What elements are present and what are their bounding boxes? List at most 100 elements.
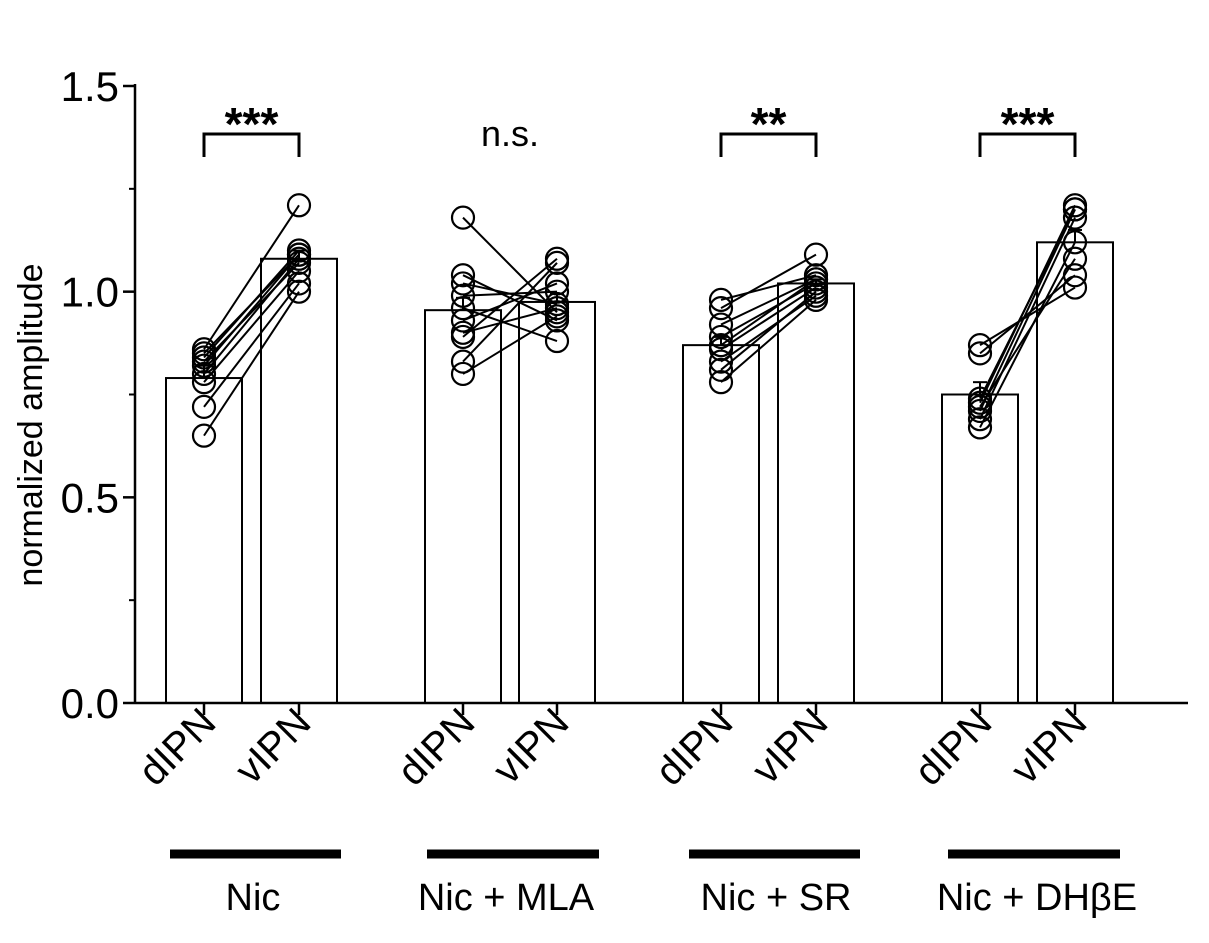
paired-line bbox=[462, 216, 558, 313]
x-tick-label: dIPN bbox=[130, 700, 224, 794]
group-label: Nic + MLA bbox=[418, 877, 595, 919]
data-point bbox=[544, 296, 570, 321]
data-point bbox=[450, 205, 476, 230]
y-axis-label: normalized amplitude bbox=[12, 263, 50, 586]
bar bbox=[518, 300, 596, 704]
data-point bbox=[450, 271, 476, 296]
data-point bbox=[286, 250, 312, 275]
data-point bbox=[450, 361, 476, 387]
paired-line bbox=[203, 262, 300, 363]
paired-line bbox=[203, 253, 300, 367]
paired-line bbox=[720, 286, 817, 351]
bars-layer bbox=[165, 228, 1114, 704]
x-tick-label: dIPN bbox=[389, 700, 483, 794]
x-tick-label: vIPN bbox=[485, 700, 577, 792]
paired-line bbox=[203, 282, 300, 408]
data-point bbox=[544, 279, 570, 304]
bar bbox=[941, 393, 1019, 704]
data-point bbox=[191, 394, 217, 419]
paired-line bbox=[462, 262, 558, 363]
data-point bbox=[1062, 263, 1088, 288]
data-point bbox=[450, 283, 476, 308]
data-point bbox=[286, 259, 312, 284]
significance-label: *** bbox=[1001, 98, 1055, 150]
y-tick-label: 0.5 bbox=[61, 474, 119, 521]
paired-line bbox=[462, 307, 558, 342]
data-point bbox=[803, 242, 829, 267]
paired-line bbox=[462, 257, 558, 338]
x-tick-label: vIPN bbox=[1003, 700, 1095, 792]
group-label: Nic + SR bbox=[701, 877, 852, 919]
points-layer bbox=[191, 193, 1088, 448]
annotations-layer: *** Nic n.s. Nic + MLA ** Nic + SR *** Nic + DH… bbox=[170, 98, 1137, 919]
data-point bbox=[191, 370, 217, 395]
data-point bbox=[450, 263, 476, 288]
paired-line bbox=[720, 282, 817, 338]
x-tick-label: dIPN bbox=[906, 700, 1000, 794]
data-point bbox=[708, 287, 734, 312]
data-point bbox=[450, 308, 476, 333]
data-point bbox=[967, 394, 993, 419]
paired-line bbox=[720, 290, 817, 371]
y-tick-label: 1.5 bbox=[61, 63, 119, 110]
group-label: Nic bbox=[226, 877, 281, 919]
data-point bbox=[544, 304, 570, 329]
paired-line bbox=[720, 294, 817, 363]
paired-line bbox=[979, 274, 1076, 355]
data-point bbox=[544, 328, 570, 354]
paired-lines-layer bbox=[203, 204, 1076, 437]
data-point bbox=[967, 386, 993, 411]
data-point bbox=[708, 333, 734, 358]
data-point bbox=[544, 271, 570, 296]
data-point bbox=[1062, 275, 1088, 300]
bar bbox=[260, 257, 338, 704]
data-point bbox=[708, 312, 734, 337]
significance-bracket bbox=[719, 132, 818, 157]
data-point bbox=[286, 279, 312, 304]
data-point bbox=[967, 333, 993, 358]
data-point bbox=[708, 296, 734, 321]
data-point bbox=[967, 341, 993, 366]
data-point bbox=[1062, 197, 1088, 222]
paired-line bbox=[979, 217, 1076, 420]
bar bbox=[777, 282, 855, 704]
paired-line bbox=[720, 278, 817, 326]
bar bbox=[165, 377, 243, 704]
data-point bbox=[286, 271, 312, 296]
data-point bbox=[450, 324, 476, 350]
paired-line bbox=[720, 299, 817, 383]
significance-bracket bbox=[978, 132, 1077, 157]
x-tick-label: vIPN bbox=[227, 700, 319, 792]
bar bbox=[424, 309, 502, 704]
paired-line bbox=[720, 274, 817, 301]
data-point bbox=[191, 361, 217, 387]
paired-line bbox=[979, 241, 1076, 428]
bar bbox=[1036, 241, 1114, 704]
group-label: Nic + DHβE bbox=[937, 877, 1137, 919]
data-point bbox=[1062, 230, 1088, 255]
data-point bbox=[708, 370, 734, 395]
data-point bbox=[803, 279, 829, 304]
x-tick-label: vIPN bbox=[744, 700, 836, 792]
paired-line bbox=[203, 253, 300, 355]
data-point bbox=[967, 415, 993, 440]
significance-label: ** bbox=[751, 98, 787, 150]
y-tick-label: 1.0 bbox=[61, 269, 119, 316]
data-point bbox=[544, 250, 570, 275]
data-point bbox=[1062, 246, 1088, 271]
significance-label: *** bbox=[225, 98, 279, 150]
paired-line bbox=[203, 291, 300, 437]
data-point bbox=[191, 341, 217, 366]
data-point bbox=[803, 267, 829, 292]
x-tick-label: dIPN bbox=[647, 700, 741, 794]
data-point bbox=[967, 407, 993, 432]
bar bbox=[682, 344, 760, 704]
significance-bracket bbox=[202, 132, 301, 157]
paired-line bbox=[462, 315, 558, 375]
significance-label: n.s. bbox=[481, 113, 539, 154]
paired-line bbox=[979, 208, 1076, 400]
data-point bbox=[286, 242, 312, 267]
paired-line bbox=[979, 258, 1076, 408]
data-point bbox=[708, 349, 734, 374]
